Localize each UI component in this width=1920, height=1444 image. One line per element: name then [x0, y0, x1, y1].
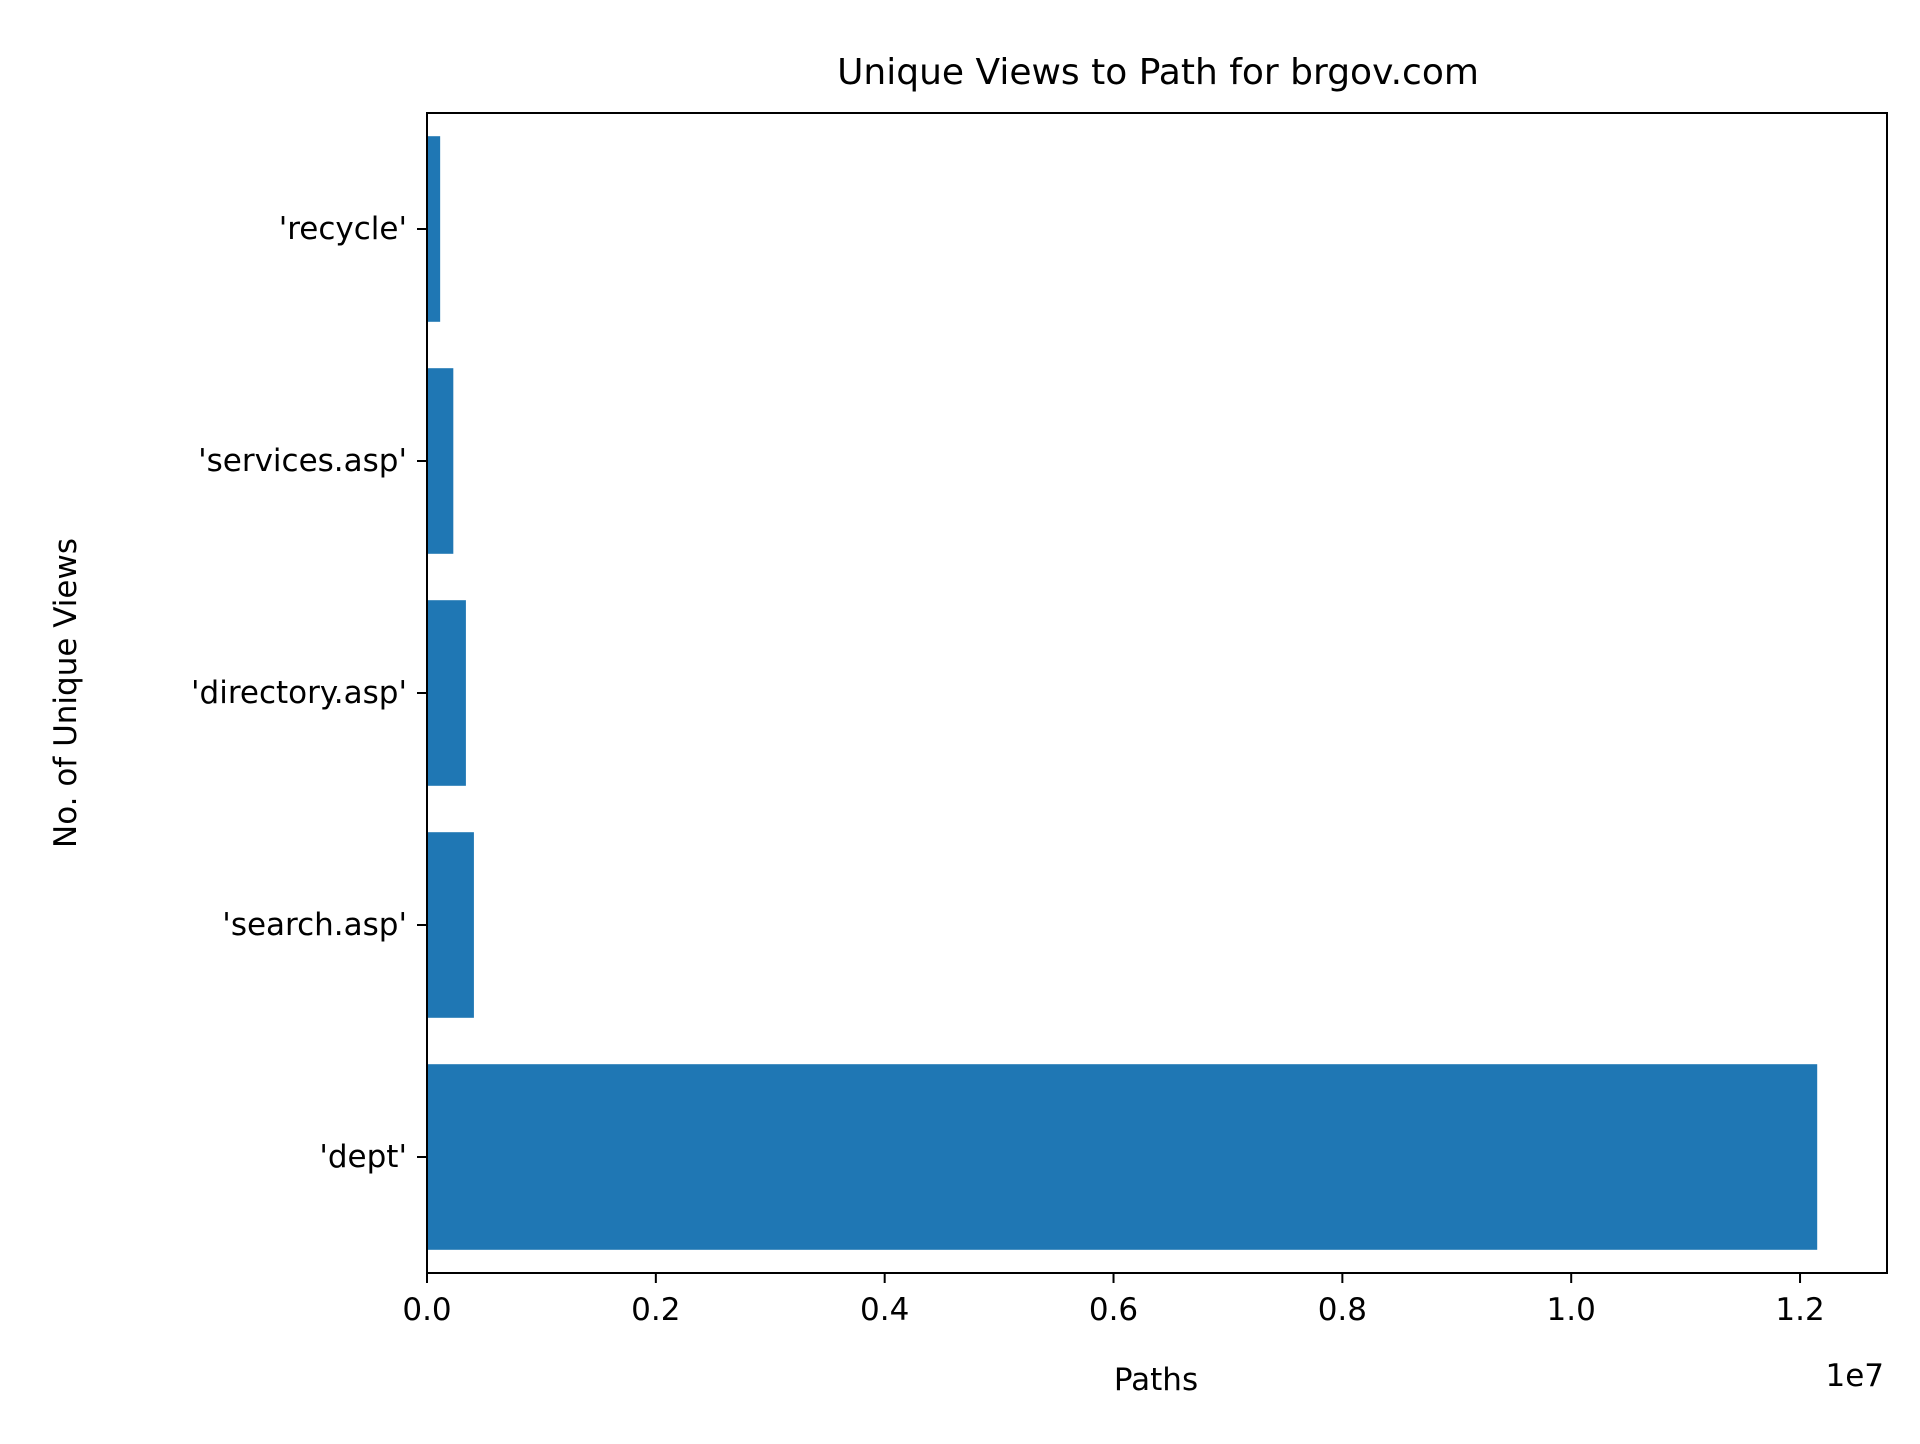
x-tick-label: 0.8 — [1318, 1292, 1367, 1328]
bar — [427, 368, 454, 554]
x-tick-label: 1.0 — [1547, 1292, 1596, 1328]
bar — [427, 832, 474, 1018]
y-tick-label: 'search.asp' — [222, 907, 407, 943]
y-tick-label: 'directory.asp' — [191, 675, 407, 711]
x-axis-offset-label: 1e7 — [1825, 1358, 1884, 1394]
bar — [427, 136, 441, 322]
plot-area-frame — [426, 112, 1888, 1274]
bar — [427, 1064, 1818, 1250]
bars-layer — [427, 136, 1818, 1250]
x-tick-label: 0.6 — [1089, 1292, 1138, 1328]
y-tick-label: 'recycle' — [279, 211, 407, 247]
y-axis-label: No. of Unique Views — [48, 538, 84, 848]
chart-title: Unique Views to Path for brgov.com — [837, 52, 1479, 93]
y-tick-label: 'dept' — [319, 1139, 407, 1175]
x-tick-label: 0.0 — [402, 1292, 451, 1328]
x-tick-label: 1.2 — [1775, 1292, 1824, 1328]
ticks-layer: 'dept' 'search.asp' 'directory.asp' 'servic… — [191, 211, 1825, 1328]
x-tick-label: 0.4 — [860, 1292, 909, 1328]
x-tick-label: 0.2 — [631, 1292, 680, 1328]
bar — [427, 600, 466, 786]
y-tick-label: 'services.asp' — [198, 443, 407, 479]
x-axis-label: Paths — [1114, 1362, 1198, 1398]
